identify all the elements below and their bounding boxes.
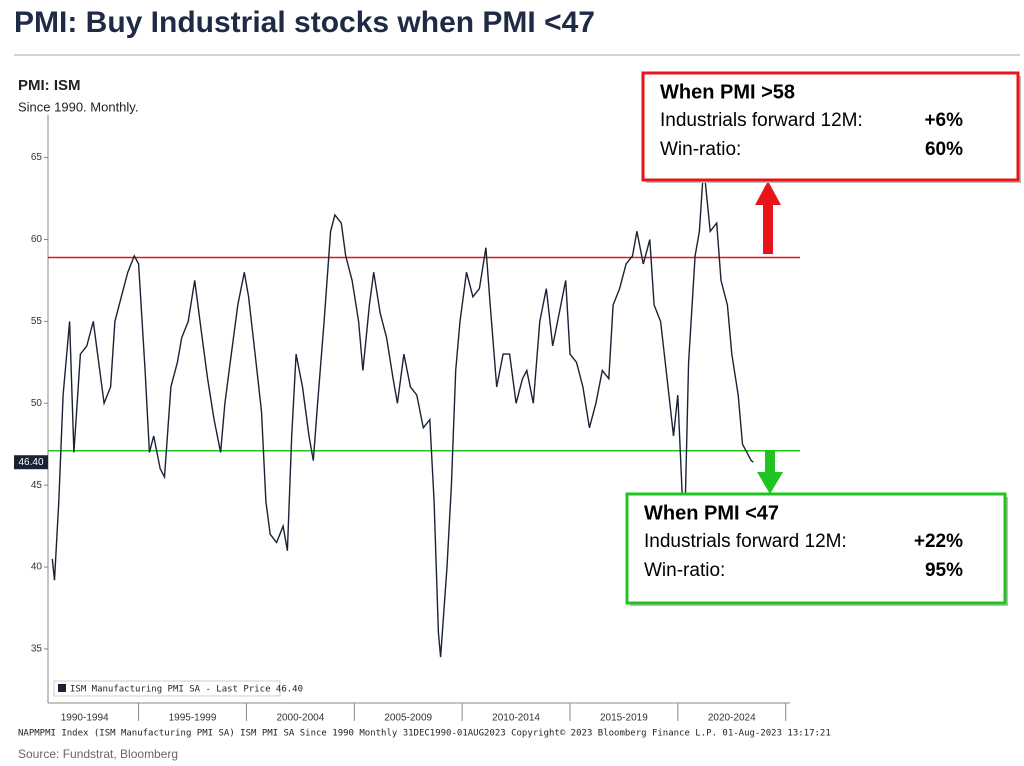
x-band-label: 2015-2019 bbox=[600, 713, 648, 724]
callout-box bbox=[641, 71, 1020, 182]
last-price-tag bbox=[14, 455, 48, 470]
callout-box bbox=[625, 492, 1007, 605]
callout-row-value: 60% bbox=[925, 139, 963, 160]
last-price-label: 46.40 bbox=[18, 457, 43, 468]
callout-row-label: Industrials forward 12M: bbox=[660, 110, 863, 131]
x-band-label: 2020-2024 bbox=[708, 713, 756, 724]
down-arrow-head bbox=[757, 472, 783, 494]
y-tick-label: 40 bbox=[31, 562, 43, 573]
callout-row-value: +6% bbox=[924, 110, 963, 131]
callout-row-value: +22% bbox=[914, 531, 963, 552]
up-arrow-head bbox=[755, 181, 781, 205]
down-arrow-shaft bbox=[765, 450, 775, 474]
chart-footer: NAPMPMI Index (ISM Manufacturing PMI SA)… bbox=[18, 729, 831, 739]
page-title: PMI: Buy Industrial stocks when PMI <47 bbox=[14, 6, 595, 39]
legend-box bbox=[53, 680, 281, 697]
legend-swatch bbox=[58, 684, 66, 692]
up-arrow-shaft bbox=[763, 205, 773, 254]
y-tick-label: 45 bbox=[31, 480, 43, 491]
x-band-label: 1995-1999 bbox=[169, 713, 217, 724]
chart-subtitle: Since 1990. Monthly. bbox=[18, 99, 138, 114]
x-band-label: 2010-2014 bbox=[492, 713, 540, 724]
pmi-line bbox=[51, 165, 754, 658]
x-band-label: 2000-2004 bbox=[276, 713, 324, 724]
chart-title: PMI: ISM bbox=[18, 77, 81, 94]
callout-row-label: Win-ratio: bbox=[644, 560, 725, 581]
x-band-label: 1990-1994 bbox=[61, 713, 109, 724]
callout-row-label: Win-ratio: bbox=[660, 139, 741, 160]
x-band-label: 2005-2009 bbox=[384, 713, 432, 724]
callout-row-label: Industrials forward 12M: bbox=[644, 531, 847, 552]
callout-title: When PMI <47 bbox=[644, 502, 779, 524]
y-tick-label: 60 bbox=[31, 234, 43, 245]
y-tick-label: 55 bbox=[31, 316, 43, 327]
callout-row-value: 95% bbox=[925, 560, 963, 581]
y-tick-label: 35 bbox=[31, 644, 43, 655]
legend-label: ISM Manufacturing PMI SA - Last Price 46… bbox=[70, 685, 303, 695]
y-tick-label: 65 bbox=[31, 152, 43, 163]
y-tick-label: 50 bbox=[31, 398, 43, 409]
source: Source: Fundstrat, Bloomberg bbox=[18, 747, 178, 761]
callout-title: When PMI >58 bbox=[660, 81, 795, 103]
